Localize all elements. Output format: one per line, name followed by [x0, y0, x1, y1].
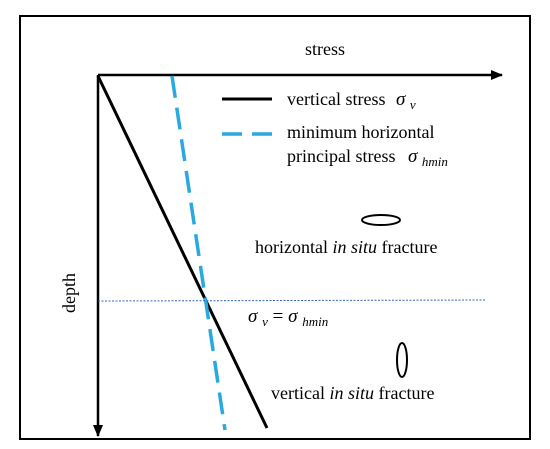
depth-axis-label: depth [59, 273, 79, 313]
horizontal-fracture-label: horizontal in situ fracture [255, 237, 437, 257]
min-horizontal-stress-line [170, 75, 227, 431]
stress-axis-label: stress [305, 39, 345, 59]
vertical-stress-line [96, 75, 269, 429]
crossing-depth-line [97, 299, 487, 302]
vertical-fracture-label: vertical in situ fracture [271, 383, 434, 403]
stress-equality-label: σ v = σ hmin [248, 306, 328, 331]
legend-horizontal-stress-label-line2: principal stress σ hmin [287, 146, 448, 169]
legend-vertical-stress-label: vertical stress σ v [287, 89, 416, 112]
figure-frame [19, 15, 531, 440]
legend-horizontal-stress-label-line1: minimum horizontal [287, 122, 434, 142]
horizontal-fracture-ellipse [361, 214, 401, 226]
vertical-fracture-ellipse [396, 342, 408, 378]
